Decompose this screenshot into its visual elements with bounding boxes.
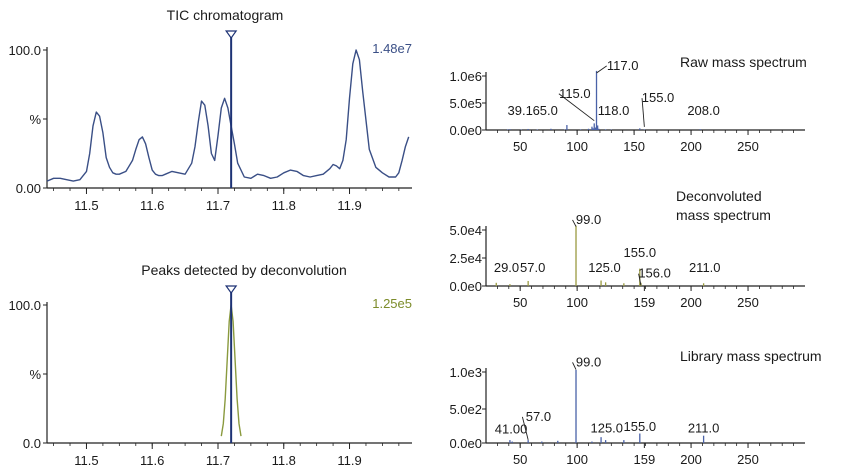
y-tick-label: 0.00 (16, 181, 41, 196)
panel-library: Library mass spectrum 1.0e3 5.0e2 0.0e0 50 10… (449, 348, 821, 467)
peak-label: 155.0 (624, 419, 657, 434)
peak-label: 211.0 (688, 421, 720, 436)
peak-label: 29.0 (494, 260, 519, 275)
x-tick-label: 11.9 (337, 198, 361, 213)
x-tick-label: 200 (680, 452, 702, 467)
panel-peaks: Peaks detected by deconvolution 100.0% 0.0… (8, 262, 412, 468)
x-tick-label: 200 (680, 295, 702, 310)
peak-label-leader (641, 98, 645, 127)
peak-label: 155.0 (624, 245, 657, 260)
x-tick-label: 50 (513, 452, 527, 467)
y-tick-label: 5.0e5 (449, 96, 482, 111)
spectrum-title: Library mass spectrum (680, 348, 822, 364)
y-tick-label: 2.5e4 (449, 251, 482, 266)
y-tick-label: % (29, 367, 41, 382)
peak-label: 211.0 (689, 260, 721, 275)
y-tick-label: 1.0e3 (449, 365, 482, 380)
marker-handle (224, 285, 238, 295)
peak-label: 57.0 (520, 260, 545, 275)
x-tick-label: 100 (566, 139, 588, 154)
x-tick-label: 100 (566, 295, 588, 310)
y-tick-label: 0.0e0 (449, 436, 482, 451)
peak-label: 39.1 (508, 103, 533, 118)
y-tick-label: % (29, 112, 41, 127)
spectrum-title: Raw mass spectrum (680, 54, 807, 70)
x-tick-label: 11.5 (74, 453, 98, 468)
x-tick-label: 11.9 (337, 453, 361, 468)
spectrum-title: Deconvoluted (676, 188, 762, 204)
x-tick-label: 11.8 (272, 453, 296, 468)
peak-label-leader (521, 416, 529, 440)
x-tick-label: 250 (737, 139, 759, 154)
max-intensity-label: 1.48e7 (372, 41, 412, 56)
peak-label: 99.0 (576, 354, 601, 369)
x-tick-label: 150 (623, 139, 645, 154)
x-tick-label: 11.7 (206, 198, 230, 213)
y-tick-label: 5.0e4 (449, 223, 482, 238)
max-intensity-label: 1.25e5 (372, 296, 412, 311)
x-tick-label: 159 (634, 295, 656, 310)
peak-label: 65.0 (533, 103, 558, 118)
x-tick-label: 11.5 (74, 198, 98, 213)
panel-deconv: Deconvoluted mass spectrum 5.0e4 2.5e4 0.0e0… (449, 188, 805, 310)
peak-label: 57.0 (526, 409, 551, 424)
x-tick-label: 11.6 (140, 453, 164, 468)
x-tick-label: 200 (680, 139, 702, 154)
y-tick-label: 0.0 (23, 436, 41, 451)
x-tick-label: 159 (634, 452, 656, 467)
peak-label-leader (572, 219, 577, 227)
panel-raw: Raw mass spectrum 1.0e6 5.0e5 0.0e0 50 100 150… (449, 54, 806, 154)
y-tick-label: 100.0 (8, 298, 41, 313)
x-tick-label: 250 (737, 295, 759, 310)
x-tick-label: 11.6 (140, 198, 164, 213)
peak-label: 118.0 (598, 103, 630, 118)
x-tick-label: 50 (513, 295, 527, 310)
chart-title: TIC chromatogram (167, 7, 284, 23)
y-tick-label: 0.0e0 (449, 279, 482, 294)
peak-label: 125.0 (588, 260, 621, 275)
peak-label-leader (572, 362, 577, 370)
x-tick-label: 250 (737, 452, 759, 467)
x-tick-label: 100 (566, 452, 588, 467)
y-tick-label: 5.0e2 (449, 402, 482, 417)
peak-label: 115.0 (559, 86, 591, 101)
chart-title: Peaks detected by deconvolution (141, 262, 346, 278)
peak-label: 156.0 (638, 266, 671, 281)
y-tick-label: 100.0 (8, 43, 41, 58)
peak-label-leader (596, 65, 607, 74)
peak-label: 99.0 (576, 212, 601, 227)
peak-label: 41.00 (495, 422, 528, 437)
peak-label: 125.0 (590, 421, 623, 436)
tic-line (46, 49, 410, 182)
x-tick-label: 11.8 (272, 198, 296, 213)
y-tick-label: 0.0e0 (449, 123, 482, 138)
marker-handle (224, 30, 238, 40)
peak-label: 117.0 (607, 58, 639, 73)
x-tick-label: 50 (513, 139, 527, 154)
x-tick-label: 11.7 (206, 453, 230, 468)
peak-label: 155.0 (642, 90, 675, 105)
peak-label-leader (558, 93, 595, 122)
y-tick-label: 1.0e6 (449, 69, 482, 84)
peak-label-leader (638, 273, 642, 286)
spectrum-title: mass spectrum (676, 207, 771, 223)
panel-tic: TIC chromatogram 100.0% 0.00 11.5 11.6 11.7 11… (8, 7, 412, 213)
peak-label: 208.0 (687, 103, 720, 118)
